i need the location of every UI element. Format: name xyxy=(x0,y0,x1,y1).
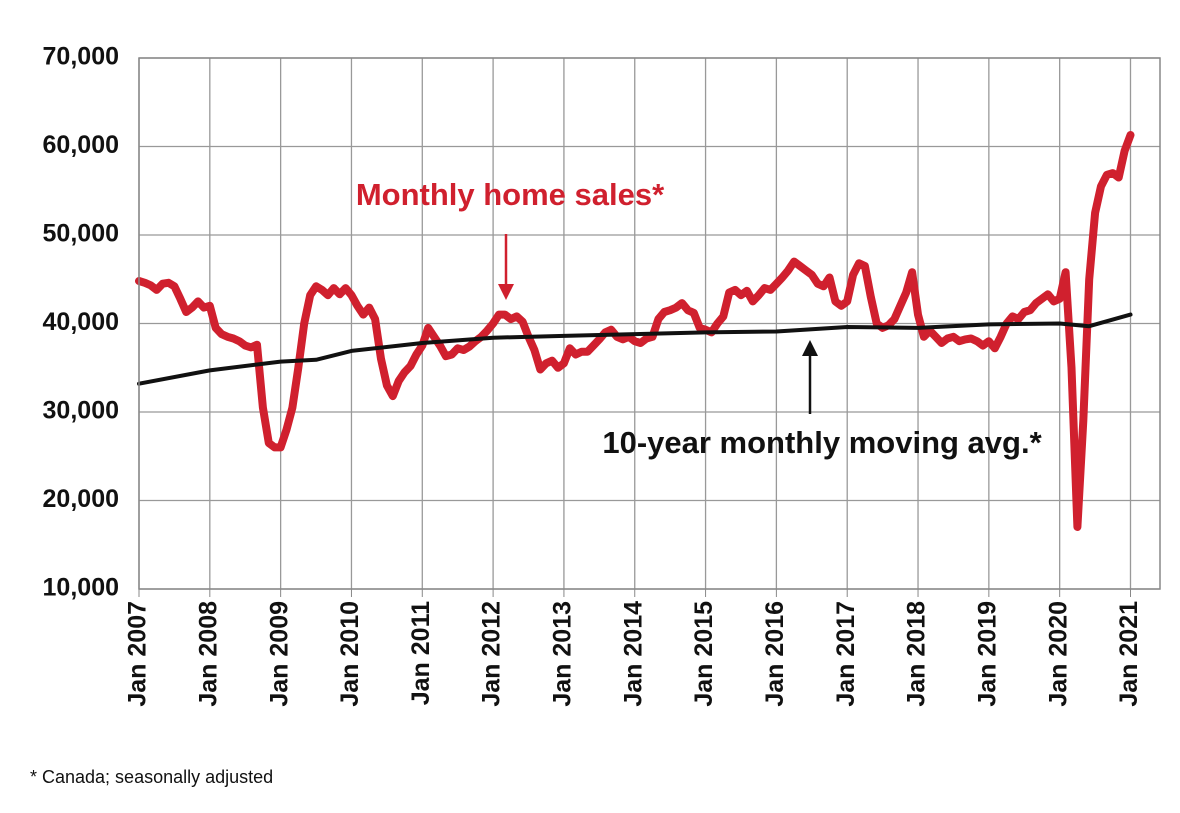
y-tick-label: 60,000 xyxy=(43,131,119,159)
x-tick-label: Jan 2018 xyxy=(903,601,931,707)
plot xyxy=(135,131,1135,531)
y-tick-label: 20,000 xyxy=(43,485,119,513)
plot-border xyxy=(138,57,1161,590)
x-tick-label: Jan 2014 xyxy=(619,601,647,707)
y-tick-label: 10,000 xyxy=(43,574,119,602)
x-tick-label: Jan 2021 xyxy=(1115,601,1143,707)
y-tick-label: 70,000 xyxy=(43,43,119,71)
series-line xyxy=(137,312,1133,386)
y-tick-label: 50,000 xyxy=(43,220,119,248)
x-tick-label: Jan 2011 xyxy=(407,601,435,705)
x-tick-label: Jan 2010 xyxy=(336,601,364,707)
x-tick-label: Jan 2015 xyxy=(690,601,718,707)
series-line xyxy=(135,131,1135,531)
y-tick-label: 30,000 xyxy=(43,397,119,425)
x-tick-label: Jan 2016 xyxy=(761,601,789,707)
x-tick-label: Jan 2009 xyxy=(265,601,293,707)
arrow-head xyxy=(498,284,514,300)
x-tick-label: Jan 2007 xyxy=(124,601,152,707)
x-tick-label: Jan 2019 xyxy=(973,601,1001,707)
x-tick-label: Jan 2008 xyxy=(194,601,222,707)
series-label: Monthly home sales* xyxy=(356,177,665,212)
arrow-head xyxy=(802,340,818,356)
footnote: * Canada; seasonally adjusted xyxy=(30,767,273,787)
x-tick-label: Jan 2020 xyxy=(1044,601,1072,707)
x-tick-label: Jan 2017 xyxy=(832,601,860,707)
series-label: 10-year monthly moving avg.* xyxy=(602,425,1042,460)
x-tick-label: Jan 2013 xyxy=(549,601,577,707)
y-tick-label: 40,000 xyxy=(43,308,119,336)
x-tick-label: Jan 2012 xyxy=(478,601,506,707)
